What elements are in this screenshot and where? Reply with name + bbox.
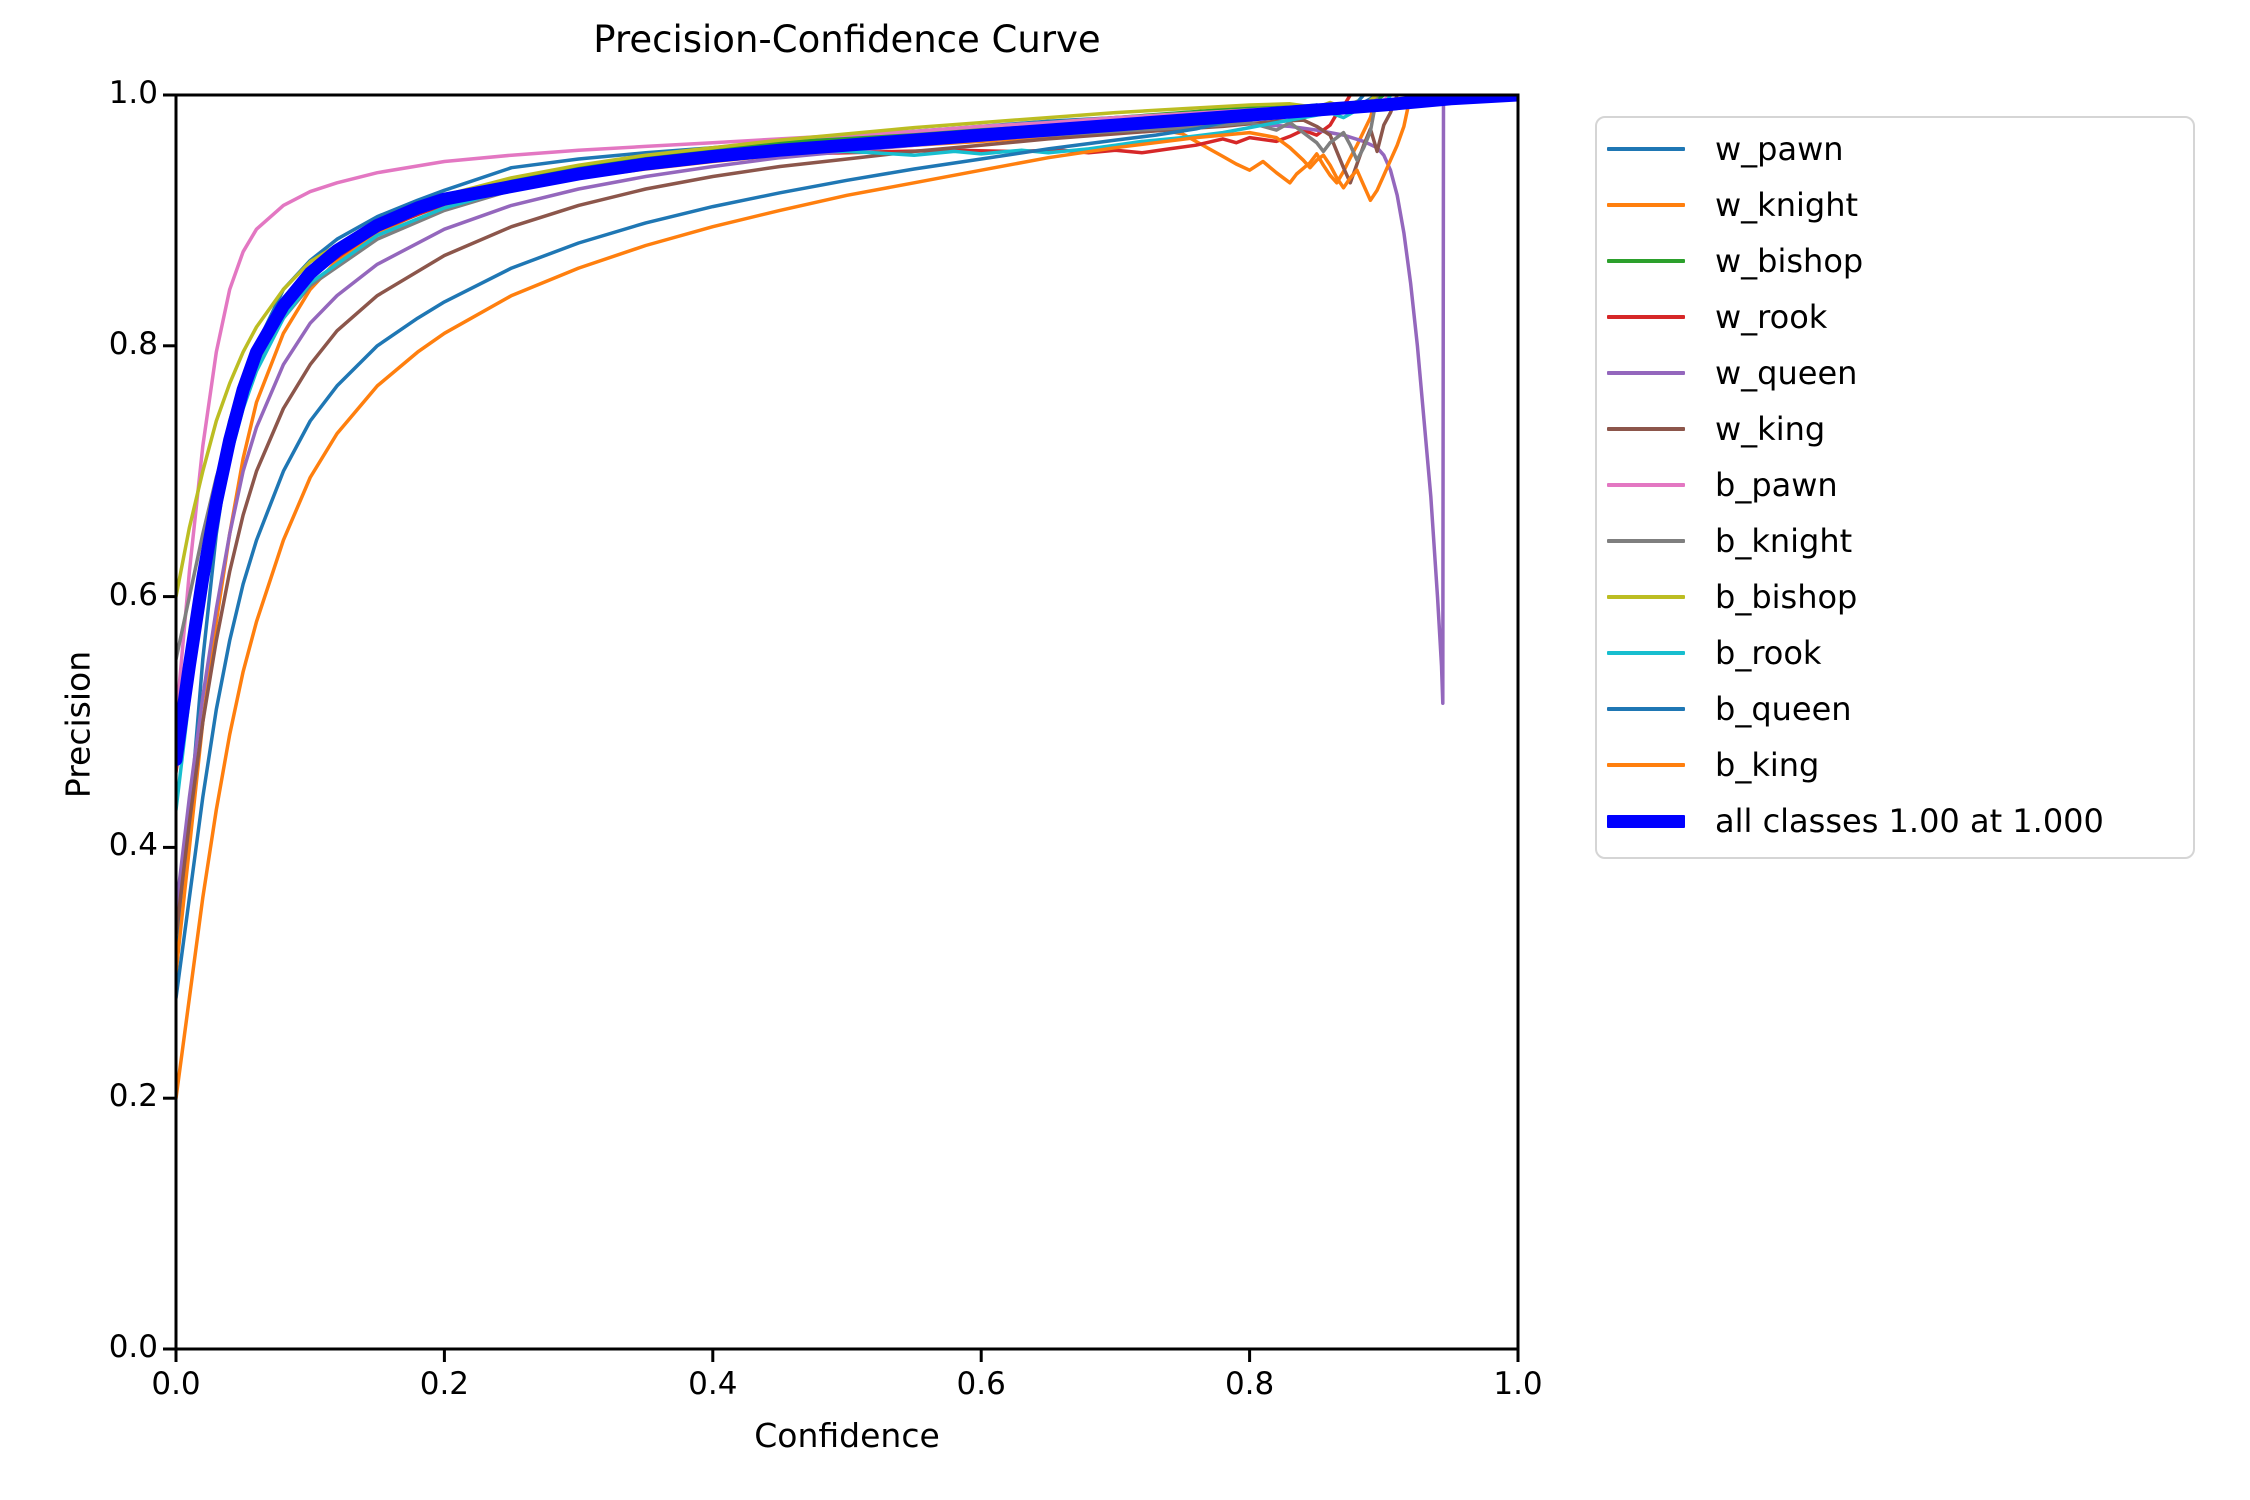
legend-label: b_pawn (1715, 466, 1838, 504)
curve-b-king (176, 95, 1413, 1100)
legend-line-swatch (1607, 763, 1685, 767)
legend-label: w_rook (1715, 298, 1828, 336)
curve-w-queen (176, 95, 1446, 912)
y-tick-label: 0.4 (108, 827, 158, 864)
legend-line-swatch (1607, 203, 1685, 207)
legend-item: b_bishop (1597, 569, 2193, 625)
legend-item: b_queen (1597, 681, 2193, 737)
legend-item: b_king (1597, 737, 2193, 793)
axes-frame (174, 93, 1520, 1351)
y-tick-label: 0.6 (108, 576, 158, 613)
x-tick-label: 0.6 (956, 1366, 1006, 1402)
y-tick-label: 0.2 (108, 1078, 158, 1115)
legend-line-swatch (1607, 539, 1685, 543)
legend-label: b_knight (1715, 522, 1853, 560)
legend-item: w_bishop (1597, 233, 2193, 289)
legend-item: w_king (1597, 401, 2193, 457)
legend-line-swatch (1607, 427, 1685, 431)
legend-line-swatch (1607, 259, 1685, 263)
y-tick-label: 0.0 (108, 1329, 158, 1365)
legend: w_pawn w_knight w_bishop w_rook w_queen w_kin… (1595, 116, 2195, 859)
legend-label: all classes 1.00 at 1.000 (1715, 802, 2104, 840)
legend-line-swatch (1607, 371, 1685, 375)
legend-line-swatch (1607, 483, 1685, 487)
curves-group (176, 95, 1518, 1100)
x-tick-label: 0.0 (151, 1366, 201, 1402)
legend-item: w_pawn (1597, 121, 2193, 177)
legend-label: w_knight (1715, 186, 1859, 224)
x-axis-label: Confidence (754, 1416, 940, 1455)
legend-line-swatch (1607, 651, 1685, 655)
curve-all-classes-1-00-at-1-000 (176, 95, 1518, 767)
x-tick-label: 0.8 (1224, 1366, 1275, 1402)
legend-label: b_king (1715, 746, 1820, 784)
legend-line-swatch (1607, 595, 1685, 599)
y-axis-label: Precision (58, 650, 98, 799)
legend-line-swatch (1607, 814, 1685, 828)
legend-item: b_knight (1597, 513, 2193, 569)
legend-label: b_bishop (1715, 578, 1858, 616)
legend-label: w_king (1715, 410, 1826, 448)
chart-title: Precision-Confidence Curve (593, 18, 1101, 61)
legend-item: all classes 1.00 at 1.000 (1597, 793, 2193, 849)
curve-b-bishop (176, 95, 1379, 599)
legend-label: w_bishop (1715, 242, 1864, 280)
y-tick-label: 0.8 (108, 325, 158, 362)
legend-item: b_pawn (1597, 457, 2193, 513)
legend-label: w_pawn (1715, 130, 1844, 168)
x-tick-label: 0.4 (688, 1366, 738, 1402)
x-tick-label: 0.2 (419, 1366, 470, 1402)
legend-item: w_queen (1597, 345, 2193, 401)
y-tick-label: 1.0 (108, 75, 158, 111)
x-tick-label: 1.0 (1493, 1366, 1543, 1402)
legend-label: w_queen (1715, 354, 1858, 392)
legend-item: b_rook (1597, 625, 2193, 681)
curve-b-rook (176, 95, 1393, 812)
legend-line-swatch (1607, 147, 1685, 151)
legend-item: w_knight (1597, 177, 2193, 233)
legend-item: w_rook (1597, 289, 2193, 345)
legend-label: b_queen (1715, 690, 1852, 728)
legend-line-swatch (1607, 315, 1685, 319)
legend-label: b_rook (1715, 634, 1822, 672)
legend-line-swatch (1607, 707, 1685, 711)
curve-w-pawn (176, 95, 1379, 975)
curve-w-king (176, 95, 1399, 937)
